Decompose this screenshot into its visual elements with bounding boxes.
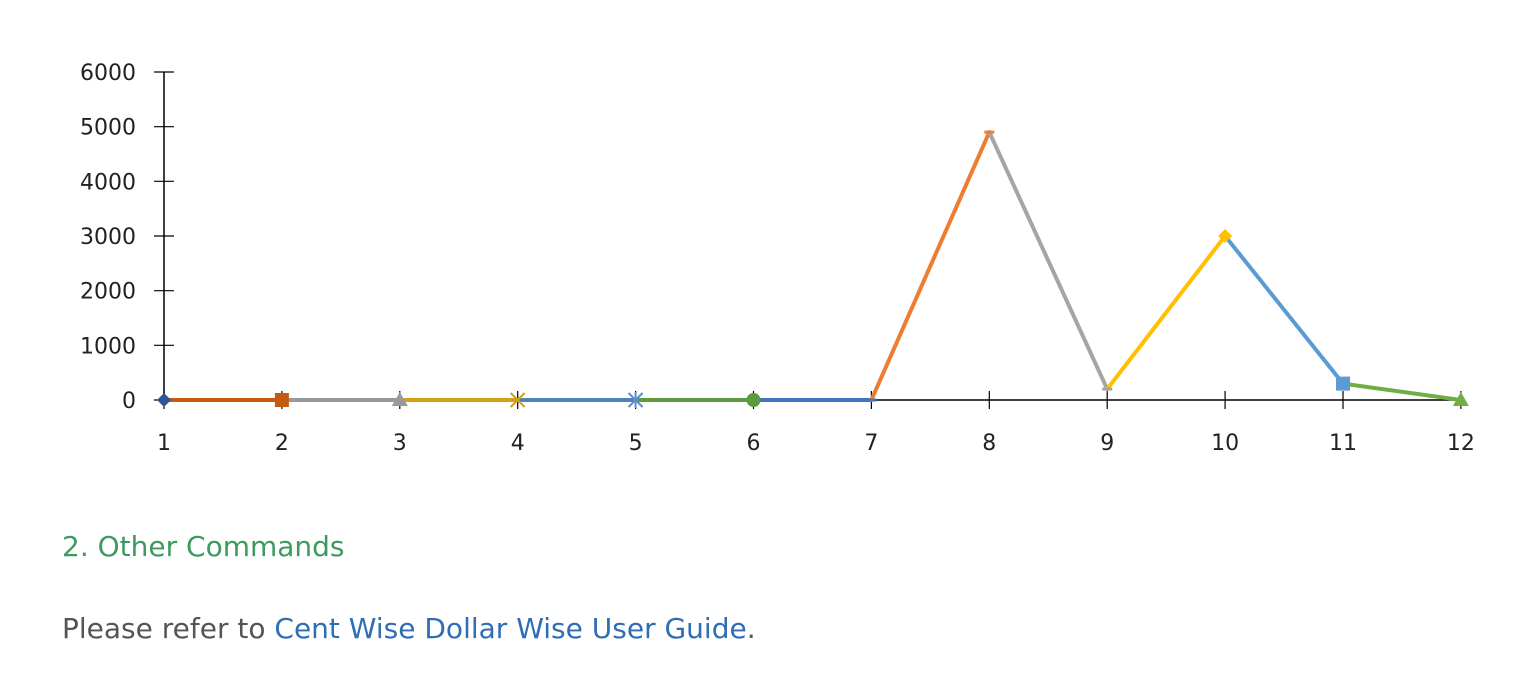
x-tick-label: 11: [1329, 431, 1357, 456]
series-line-segment: [1223, 234, 1345, 386]
x-tick-label: 10: [1211, 431, 1239, 456]
reference-period: .: [746, 612, 756, 645]
x-tick-label: 3: [393, 431, 407, 456]
reference-text: Please refer to: [62, 612, 275, 645]
data-point-marker: [627, 392, 644, 408]
chart-markers: [157, 130, 1469, 408]
y-tick-label: 5000: [80, 116, 136, 141]
x-tick-label: 9: [1100, 431, 1114, 456]
series-line-segment: [869, 130, 992, 402]
x-tick-label: 4: [511, 431, 525, 456]
x-tick-label: 1: [157, 431, 171, 456]
y-tick-label: 3000: [80, 225, 136, 250]
series-line-segment: [987, 130, 1110, 392]
series-line-segment: [1105, 234, 1228, 392]
data-point-marker: [1336, 376, 1350, 391]
user-guide-link[interactable]: Cent Wise Dollar Wise User Guide: [274, 612, 747, 645]
series-line-segment: [1341, 381, 1463, 402]
reference-paragraph: Please refer to Cent Wise Dollar Wise Us…: [62, 612, 756, 645]
chart-series: [162, 130, 1463, 402]
y-tick-label: 4000: [80, 170, 136, 195]
data-point-marker: [1218, 229, 1233, 243]
chart-axes: [154, 71, 1462, 409]
x-tick-label: 6: [747, 431, 761, 456]
y-tick-label: 6000: [80, 61, 136, 86]
data-point-marker: [157, 393, 171, 407]
section-heading: 2. Other Commands: [62, 530, 345, 563]
data-point-marker: [746, 393, 761, 407]
x-tick-label: 2: [275, 431, 289, 456]
x-tick-label: 5: [629, 431, 643, 456]
data-point-marker: [391, 392, 408, 406]
data-point-marker: [1452, 392, 1469, 406]
x-tick-label: 8: [982, 431, 996, 456]
x-tick-label: 12: [1447, 431, 1475, 456]
y-tick-label: 1000: [80, 334, 136, 359]
x-tick-label: 7: [864, 431, 878, 456]
y-tick-label: 0: [122, 389, 136, 414]
y-tick-label: 2000: [80, 280, 136, 305]
data-point-marker: [509, 392, 526, 408]
data-point-marker: [274, 393, 289, 407]
